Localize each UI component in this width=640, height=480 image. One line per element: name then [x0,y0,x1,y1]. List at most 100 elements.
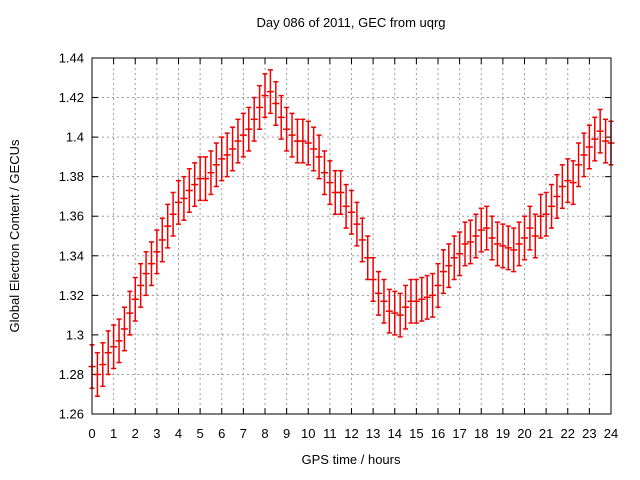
error-bar [229,126,237,172]
error-bar [120,306,128,352]
error-bar [153,229,161,275]
error-bar [580,132,588,178]
error-bar [526,205,534,251]
error-bar [499,223,507,269]
error-bar [380,278,388,324]
error-bar [256,84,264,130]
tick-label-layer: 0 1 2 3 4 5 6 7 8 9 10 11 12 13 14 15 16 17 18 19 20 21 22 23 24… [59,51,619,442]
errorbar-series [88,69,615,397]
error-bar [93,351,101,397]
error-bar [185,168,193,214]
y-tick-label: 1.38 [59,169,84,184]
error-bar [202,156,210,202]
error-bar [596,108,604,154]
x-tick-label: 18 [474,426,488,441]
error-bar [99,342,107,388]
error-bar [315,134,323,180]
error-bar [585,124,593,170]
error-bar [375,270,383,316]
error-bar [488,215,496,261]
x-tick-label: 10 [301,426,315,441]
error-bar [288,112,296,158]
x-tick-label: 4 [175,426,182,441]
error-bar [472,213,480,259]
y-tick-label: 1.32 [59,288,84,303]
error-bar [164,203,172,249]
error-bar [239,112,247,158]
error-bar [445,243,453,289]
error-bar [493,221,501,267]
x-tick-label: 19 [496,426,510,441]
plot-border [91,57,612,415]
error-bar [250,96,258,142]
x-tick-label: 8 [261,426,268,441]
error-bar [575,142,583,188]
error-bar [602,118,610,164]
error-bar [418,276,426,322]
error-bar [207,150,215,196]
error-bar [115,318,123,364]
error-bar [169,191,177,237]
error-bar [542,191,550,237]
error-bar [434,262,442,308]
x-tick-label: 6 [218,426,225,441]
error-bar [180,175,188,221]
error-bar [261,73,269,119]
error-bar [477,207,485,253]
x-tick-label: 22 [561,426,575,441]
error-bar [266,69,274,115]
x-tick-label: 12 [344,426,358,441]
error-bar [483,205,491,251]
error-bar [342,183,350,229]
x-tick-label: 0 [88,426,95,441]
error-bar [423,274,431,320]
error-bar [353,201,361,247]
x-tick-label: 1 [110,426,117,441]
error-bar [553,173,561,219]
x-tick-label: 5 [197,426,204,441]
error-bar [326,160,334,206]
error-bar [450,235,458,281]
error-bar [569,160,577,206]
error-bar [245,106,253,152]
error-bar [175,179,182,225]
x-tick-label: 2 [132,426,139,441]
error-bar [196,156,204,202]
y-tick-label: 1.3 [66,327,84,342]
y-tick-label: 1.36 [59,209,84,224]
y-tick-label: 1.26 [59,407,84,422]
error-bar [439,249,447,295]
x-tick-label: 16 [431,426,445,441]
y-tick-label: 1.28 [59,367,84,382]
error-bar [521,215,528,261]
y-tick-label: 1.4 [66,130,84,145]
error-bar [564,158,572,204]
y-tick-label: 1.34 [59,248,84,263]
x-tick-label: 3 [153,426,160,441]
error-bar [358,217,366,263]
error-bar [299,118,307,164]
error-bar [272,80,280,126]
x-tick-label: 21 [539,426,553,441]
x-tick-label: 24 [604,426,618,441]
error-bar [429,272,437,318]
error-bar [110,324,118,370]
error-bar [158,217,166,263]
error-bar [137,262,145,308]
error-bar [504,225,512,271]
error-bar [147,241,155,287]
error-bar [142,251,150,297]
x-tick-label: 15 [409,426,423,441]
error-bar [412,278,420,324]
error-bar [510,227,518,273]
error-bar [456,231,464,277]
x-tick-label: 13 [366,426,380,441]
error-bar [531,213,539,259]
y-tick-label: 1.44 [59,51,84,66]
error-bar [348,189,355,235]
x-tick-label: 7 [240,426,247,441]
error-bar [320,150,328,196]
error-bar [364,235,372,281]
